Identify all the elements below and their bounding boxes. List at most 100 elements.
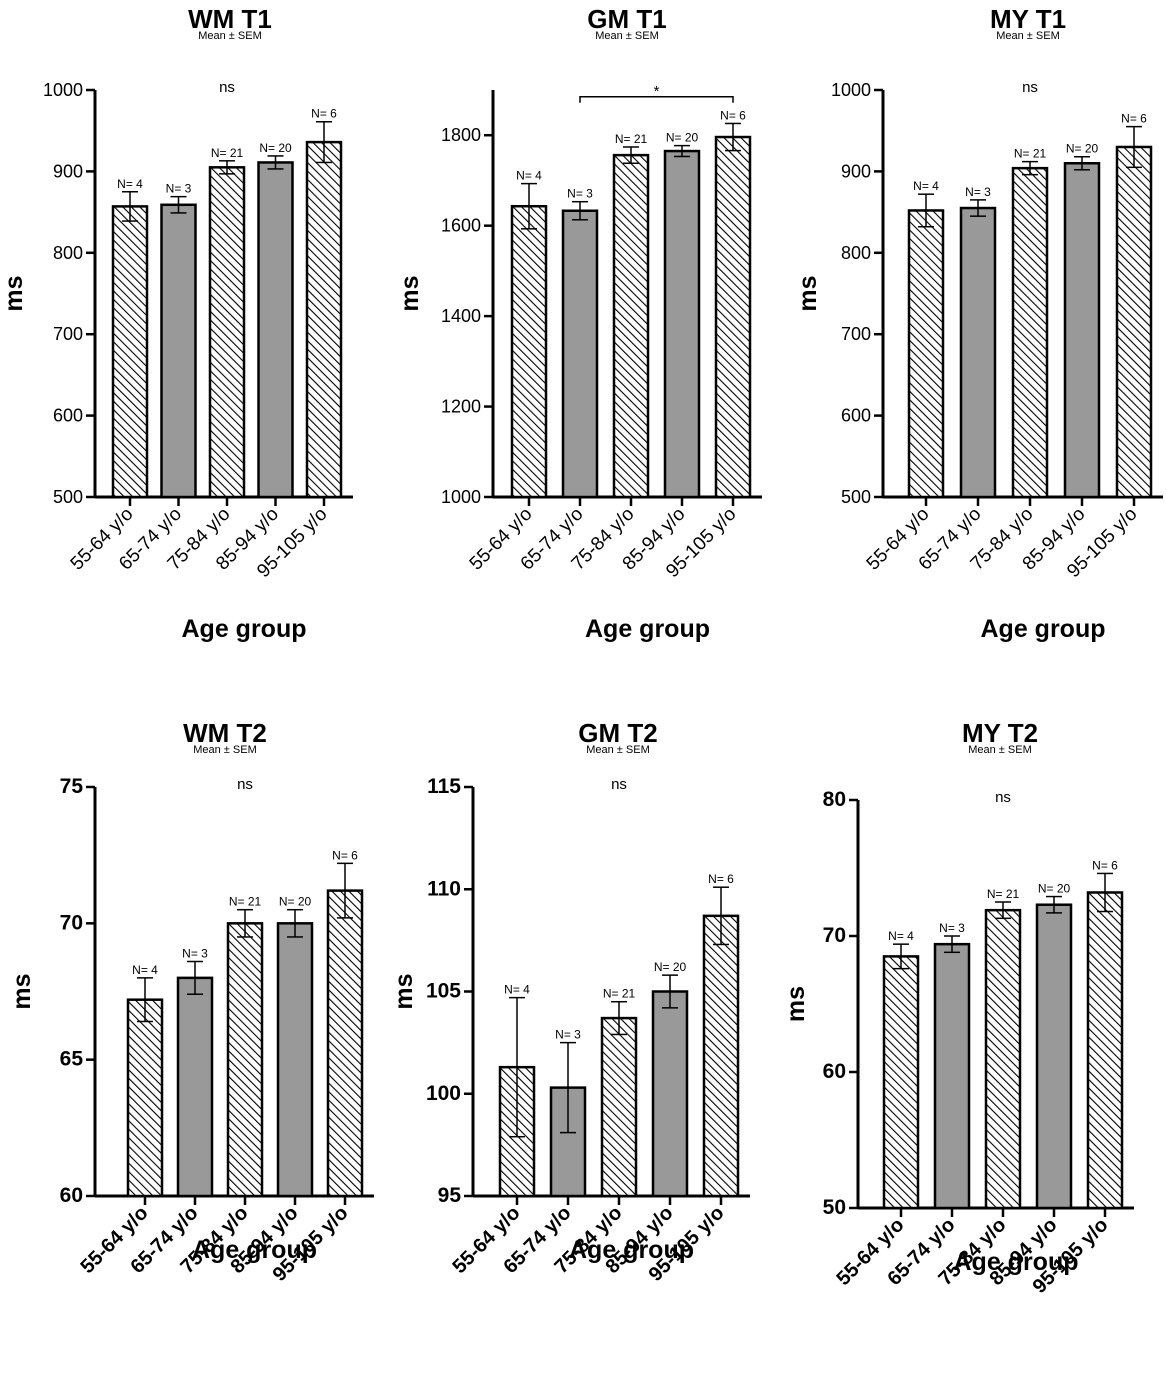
bar (276, 922, 314, 1198)
y-tick-label: 800 (53, 243, 83, 263)
y-tick-label: 100 (426, 1082, 461, 1105)
bar (612, 153, 650, 499)
bar (1115, 145, 1153, 499)
chart-title: GM T1 (587, 4, 666, 34)
chart-subtitle: Mean ± SEM (586, 744, 650, 756)
n-label: N= 4 (504, 983, 530, 997)
bar (305, 140, 343, 499)
n-label: N= 21 (615, 132, 648, 146)
n-label: N= 6 (311, 107, 337, 121)
chart-subtitle: Mean ± SEM (193, 744, 257, 756)
y-tick-label: 95 (438, 1184, 462, 1207)
bar (959, 206, 997, 499)
bar (561, 209, 599, 499)
bar (984, 908, 1022, 1210)
y-tick-label: 900 (841, 161, 871, 181)
n-label: N= 3 (166, 182, 192, 196)
n-label: N= 20 (259, 141, 292, 155)
y-tick-label: 900 (53, 161, 83, 181)
n-label: N= 21 (603, 987, 636, 1001)
bar (111, 205, 149, 499)
bar (663, 149, 701, 499)
n-label: N= 4 (516, 169, 542, 183)
chart-title: MY T2 (962, 718, 1038, 748)
n-label: N= 21 (229, 895, 262, 909)
n-label: N= 21 (987, 887, 1020, 901)
bar (907, 209, 945, 499)
x-axis-label: Age group (192, 1236, 317, 1264)
bar (1011, 166, 1049, 499)
bar (160, 203, 197, 499)
y-tick-label: 1400 (441, 306, 481, 326)
n-label: N= 6 (708, 872, 734, 886)
bar (882, 955, 920, 1210)
bar (257, 161, 294, 499)
y-axis-label: ms (0, 275, 28, 311)
y-tick-label: 1600 (441, 216, 481, 236)
n-label: N= 3 (567, 187, 593, 201)
n-label: N= 3 (182, 947, 208, 961)
bar (714, 135, 752, 499)
n-label: N= 20 (666, 131, 699, 145)
n-label: N= 21 (1014, 147, 1047, 161)
significance-label: ns (219, 79, 235, 96)
y-tick-label: 70 (823, 924, 846, 947)
bar (1063, 162, 1101, 499)
y-tick-label: 600 (53, 406, 83, 426)
y-tick-label: 1800 (441, 125, 481, 145)
y-tick-label: 500 (53, 487, 83, 507)
y-tick-label: 1000 (43, 80, 83, 100)
n-label: N= 6 (1121, 112, 1147, 126)
x-axis-label: Age group (182, 615, 307, 643)
x-axis-label: Age group (569, 1236, 694, 1264)
bar (510, 204, 548, 499)
y-axis-label: ms (8, 973, 36, 1009)
chart-title: GM T2 (578, 718, 657, 748)
n-label: N= 6 (1092, 858, 1118, 872)
y-tick-label: 800 (841, 243, 871, 263)
y-tick-label: 1200 (441, 397, 481, 417)
chart-subtitle: Mean ± SEM (996, 30, 1060, 42)
chart-title: MY T1 (990, 4, 1066, 34)
chart-title: WM T2 (183, 718, 267, 748)
n-label: N= 21 (211, 146, 244, 160)
chart-subtitle: Mean ± SEM (595, 30, 659, 42)
y-tick-label: 60 (60, 1184, 83, 1207)
n-label: N= 6 (720, 108, 746, 122)
n-label: N= 4 (888, 929, 914, 943)
n-label: N= 4 (913, 179, 939, 193)
y-axis-label: ms (396, 275, 424, 311)
y-tick-label: 1000 (831, 80, 871, 100)
y-tick-label: 50 (823, 1196, 846, 1219)
chart-title: WM T1 (188, 4, 272, 34)
n-label: N= 4 (132, 963, 158, 977)
significance-label: ns (611, 776, 627, 793)
bar (126, 998, 164, 1198)
significance-label: ns (1022, 79, 1038, 96)
y-axis-label: ms (390, 973, 418, 1009)
bar (326, 889, 364, 1198)
y-tick-label: 105 (426, 980, 461, 1003)
bar (702, 914, 740, 1198)
n-label: N= 4 (117, 177, 143, 191)
y-tick-label: 1000 (441, 487, 481, 507)
significance-bracket (579, 96, 734, 103)
x-axis-label: Age group (954, 1248, 1079, 1276)
n-label: N= 3 (939, 921, 965, 935)
chart-subtitle: Mean ± SEM (968, 744, 1032, 756)
y-tick-label: 70 (60, 911, 83, 934)
n-label: N= 20 (279, 895, 312, 909)
n-label: N= 20 (1038, 882, 1071, 896)
y-tick-label: 110 (427, 877, 461, 900)
n-label: N= 20 (1066, 142, 1099, 156)
y-tick-label: 700 (841, 324, 871, 344)
y-tick-label: 65 (60, 1048, 84, 1071)
n-label: N= 6 (332, 848, 358, 862)
bar (651, 990, 689, 1198)
